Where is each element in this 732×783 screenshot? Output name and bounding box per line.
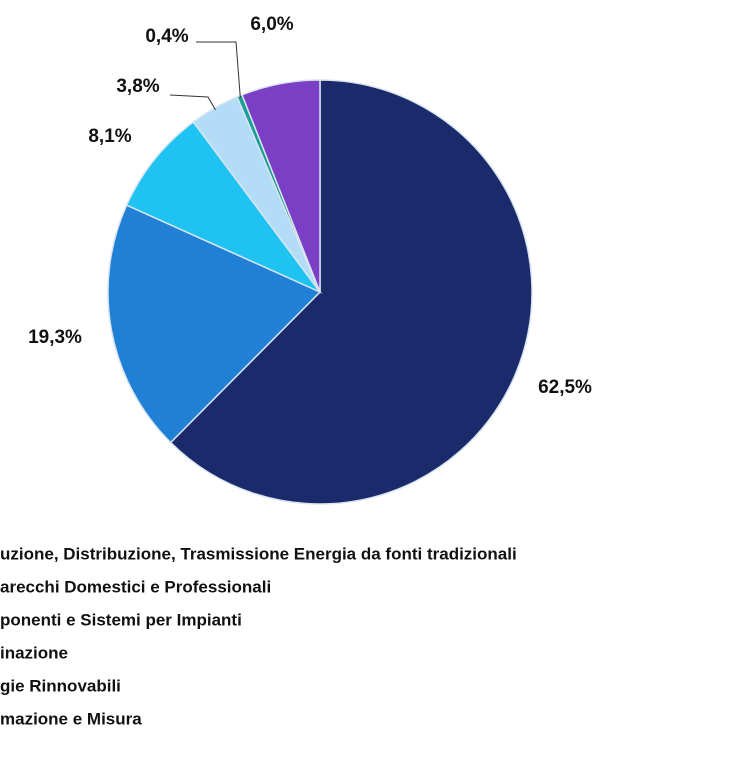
pie-slice bbox=[241, 79, 321, 293]
legend-label: gie Rinnovabili bbox=[0, 676, 121, 695]
legend-label: ponenti e Sistemi per Impianti bbox=[0, 610, 242, 629]
legend-label: inazione bbox=[0, 643, 68, 662]
value-label: 62,5% bbox=[538, 377, 592, 398]
legend-label: uzione, Distribuzione, Trasmissione Ener… bbox=[0, 544, 517, 563]
value-label: 3,8% bbox=[116, 76, 159, 97]
value-label: 0,4% bbox=[145, 26, 188, 47]
pie-slice bbox=[169, 79, 533, 505]
leader-line bbox=[169, 94, 216, 111]
leader-line bbox=[196, 41, 241, 98]
value-label: 6,0% bbox=[250, 14, 293, 35]
pie-slice bbox=[125, 120, 323, 294]
pie-slice bbox=[107, 204, 322, 444]
value-label: 19,3% bbox=[28, 327, 82, 348]
legend-label: arecchi Domestici e Professionali bbox=[0, 577, 271, 596]
legend-label: mazione e Misura bbox=[0, 709, 142, 728]
value-label: 8,1% bbox=[88, 126, 131, 147]
